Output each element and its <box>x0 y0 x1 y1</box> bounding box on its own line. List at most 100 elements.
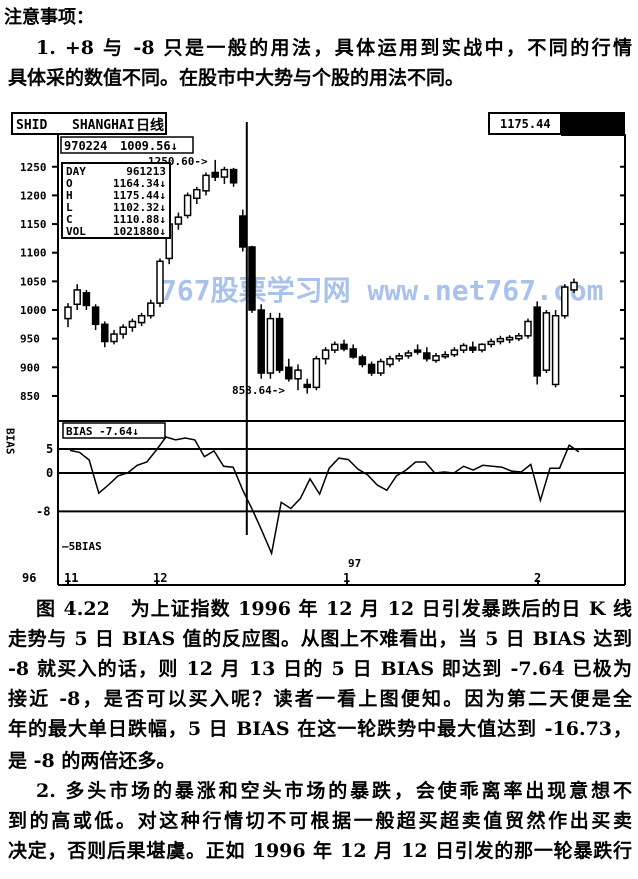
candle <box>193 186 201 204</box>
candle <box>275 312 284 374</box>
candle <box>423 347 431 362</box>
candle <box>404 350 413 359</box>
candle <box>156 258 164 308</box>
candle <box>229 167 238 187</box>
notes-heading: 注意事项： <box>4 7 94 28</box>
candle <box>487 338 495 348</box>
candle <box>183 192 192 219</box>
candle <box>248 245 256 313</box>
candle <box>303 378 311 394</box>
bias-tick-label: 5 <box>46 442 53 456</box>
candle <box>202 172 210 196</box>
bias-readout-box <box>62 422 166 439</box>
candle <box>478 343 486 353</box>
month-label: 11 <box>64 571 78 585</box>
svg-text:SHANGHAI: SHANGHAI <box>72 118 135 133</box>
info-value: 961213 <box>126 165 166 178</box>
caption-line-3: -8 就买入的话，则 12 月 13 日的 5 日 BIAS 即达到 -7.64… <box>8 658 632 680</box>
info-label: VOL <box>66 225 86 238</box>
year-mark-label: 97 <box>348 557 361 570</box>
info-value: 1164.34↓ <box>113 177 166 190</box>
price-tick-label: 850 <box>20 390 40 403</box>
candle <box>377 358 385 376</box>
candle <box>174 212 183 230</box>
info-value: 1110.88↓ <box>113 213 166 226</box>
candle <box>64 303 72 328</box>
caption-line-5: 年的最大单日跌幅，5 日 BIAS 在这一轮跌势中最大值达到 -16.73， <box>8 718 632 740</box>
candle <box>515 332 523 341</box>
info-label: H <box>66 189 73 202</box>
svg-text:1175.44: 1175.44 <box>500 117 551 131</box>
month-label: 2 <box>534 571 541 585</box>
caption-line-1: 图 4.22 为上证指数 1996 年 12 月 12 日引发暴跌后的日 K 线 <box>36 598 632 620</box>
bias-legend: —5BIAS <box>62 540 102 553</box>
candle <box>432 352 440 363</box>
svg-text:日线: 日线 <box>136 117 164 134</box>
price-tick-label: 950 <box>20 333 40 346</box>
svg-text:BIAS -7.64↓: BIAS -7.64↓ <box>66 425 139 438</box>
candle <box>441 351 449 359</box>
info-label: O <box>66 177 73 190</box>
info-label: DAY <box>66 165 86 178</box>
price-tick-label: 1150 <box>20 218 47 231</box>
price-tick-label: 1200 <box>20 189 47 202</box>
watermark: 767股票学习网 www.net767.com <box>160 274 603 307</box>
candle <box>91 304 100 331</box>
point2-line-3: 决定，否则后果堪虞。正如 1996 年 12 月 12 日引发的那一轮暴跌行 <box>8 840 632 862</box>
price-tick-label: 1050 <box>20 275 47 288</box>
candle <box>220 166 229 184</box>
candle <box>533 301 541 385</box>
candle <box>551 310 560 388</box>
candle <box>101 321 109 348</box>
info-value: 1175.44↓ <box>113 189 166 202</box>
candle <box>147 299 155 319</box>
caption-line-2: 走势与 5 日 BIAS 值的反应图。从图上不难看出，当 5 日 BIAS 达到 <box>8 628 632 650</box>
candle <box>331 341 339 353</box>
candle <box>321 347 330 365</box>
point1-line-1: 1. +8 与 -8 只是一般的用法，具体运用到实战中，不同的行情 <box>36 37 632 59</box>
bias-5-line <box>69 436 580 556</box>
caption-line-6: 是 -8 的两倍还多。 <box>8 750 176 772</box>
candle <box>367 361 376 376</box>
point2-line-2: 到的高或低。对这种行情切不可根据一般超买超卖值贸然作出买卖 <box>8 810 632 832</box>
candle <box>73 284 81 310</box>
price-tick-label: 1250 <box>20 161 47 174</box>
candle <box>524 318 532 339</box>
candle <box>496 335 505 345</box>
bias-tick-label: -8 <box>36 504 50 518</box>
candle <box>119 324 127 339</box>
candle <box>211 159 219 182</box>
candle <box>110 330 118 345</box>
candle <box>266 312 275 379</box>
year-start-label: 96 <box>22 571 36 585</box>
candle <box>257 304 265 379</box>
stock-chart: 767股票学习网 www.net767.com 1250120011501100… <box>4 112 626 586</box>
point1-line-2: 具体采的数值不同。在股市中大势与个股的用法不同。 <box>8 67 465 89</box>
candle <box>459 343 468 353</box>
price-tick-label: 900 <box>20 361 40 374</box>
candle <box>294 364 302 391</box>
bias-tick-label: 0 <box>46 466 53 480</box>
candle <box>239 209 247 252</box>
candle <box>358 354 367 368</box>
info-value: 1021880↓ <box>113 225 166 238</box>
cursor-readout-box <box>60 136 194 154</box>
candle <box>137 312 146 327</box>
candle <box>312 355 321 391</box>
candle <box>450 347 459 357</box>
candle <box>340 339 348 352</box>
candle <box>395 352 403 362</box>
price-tick-label: 1100 <box>20 247 47 260</box>
low-marker: 853.64-> <box>232 384 285 397</box>
caption-line-4: 接近 -8，是否可以买入呢？读者一看上图便知。因为第二天便是全 <box>8 688 632 710</box>
candle <box>413 344 422 355</box>
candle <box>349 344 357 359</box>
price-tick-label: 1000 <box>20 304 47 317</box>
bias-axis-title: BIAS <box>4 428 17 455</box>
candle <box>570 278 578 293</box>
candle <box>82 289 91 310</box>
right-black-box <box>561 112 625 136</box>
svg-text:970224: 970224 <box>64 139 107 153</box>
info-value: 1102.32↓ <box>113 201 166 214</box>
point2-line-1: 2. 多头市场的暴涨和空头市场的暴跌，会使乖离率出现意想不 <box>36 780 632 802</box>
